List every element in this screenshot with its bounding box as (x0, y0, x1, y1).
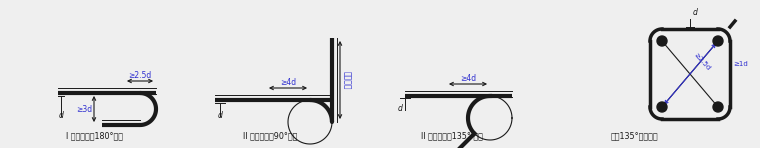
Text: d: d (398, 104, 403, 113)
Text: ≥3d: ≥3d (76, 104, 92, 114)
Text: 平直长度: 平直长度 (342, 71, 351, 89)
Text: ≥2.5d: ≥2.5d (128, 71, 152, 80)
Circle shape (713, 102, 723, 112)
Text: II 级钉筋末端90°弯钉: II 级钉筋末端90°弯钉 (242, 131, 297, 140)
Text: ≥4d: ≥4d (460, 74, 476, 83)
Text: ≥4d: ≥4d (280, 78, 296, 87)
Text: d: d (59, 111, 63, 120)
Text: ≥1d: ≥1d (733, 61, 748, 67)
Circle shape (657, 102, 667, 112)
Circle shape (713, 36, 723, 46)
Text: d: d (692, 8, 698, 17)
Text: II 级钉筋末端135° 弯钉: II 级钉筋末端135° 弯钉 (421, 131, 483, 140)
Text: 箅筋135°弯钉制作: 箅筋135°弯钉制作 (611, 131, 658, 140)
Text: I 级钉筋末端180°弯钉: I 级钉筋末端180°弯钉 (67, 131, 123, 140)
Text: ≥2.5d: ≥2.5d (693, 51, 711, 71)
Text: d: d (217, 111, 223, 120)
Circle shape (657, 36, 667, 46)
